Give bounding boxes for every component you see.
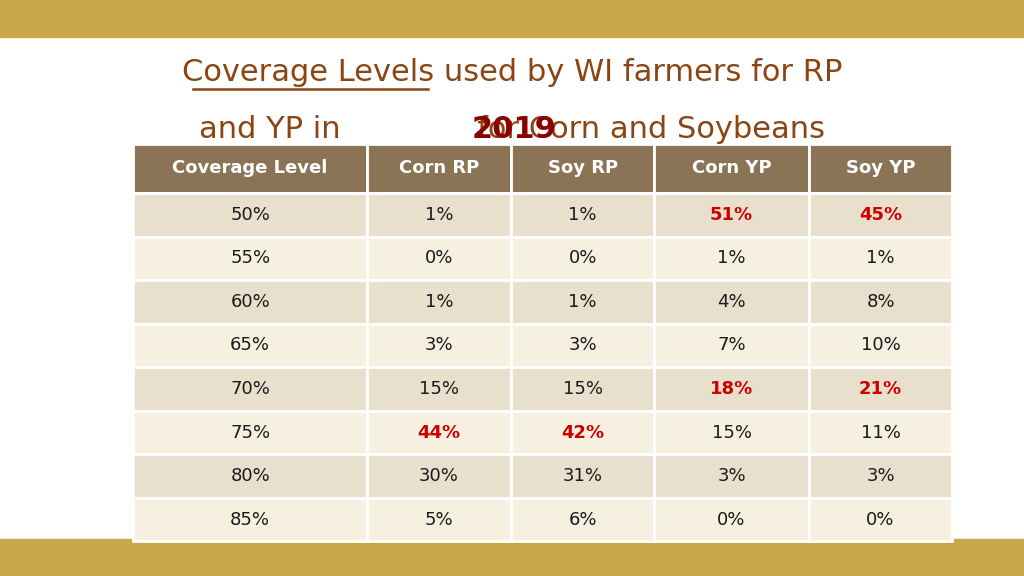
Text: 0%: 0%: [568, 249, 597, 267]
Text: 8%: 8%: [866, 293, 895, 311]
Text: 1%: 1%: [568, 206, 597, 223]
Text: 3%: 3%: [717, 467, 745, 485]
Text: 0%: 0%: [425, 249, 454, 267]
Text: 0%: 0%: [866, 511, 895, 529]
Text: 1%: 1%: [866, 249, 895, 267]
Text: 4%: 4%: [717, 293, 745, 311]
Text: Corn RP: Corn RP: [399, 160, 479, 177]
Text: 45%: 45%: [859, 206, 902, 223]
Text: 80%: 80%: [230, 467, 270, 485]
Text: 10%: 10%: [860, 336, 900, 354]
Text: 15%: 15%: [712, 423, 752, 442]
Text: 1%: 1%: [717, 249, 745, 267]
Text: 85%: 85%: [230, 511, 270, 529]
Text: Coverage Level: Coverage Level: [172, 160, 328, 177]
Text: Coverage Levels used by WI farmers for RP: Coverage Levels used by WI farmers for R…: [182, 58, 842, 86]
Text: Soy YP: Soy YP: [846, 160, 915, 177]
Text: 51%: 51%: [710, 206, 753, 223]
Text: 75%: 75%: [230, 423, 270, 442]
Text: 60%: 60%: [230, 293, 270, 311]
Text: 31%: 31%: [562, 467, 602, 485]
Text: 15%: 15%: [419, 380, 459, 398]
Text: 30%: 30%: [419, 467, 459, 485]
Text: 5%: 5%: [425, 511, 454, 529]
Text: 44%: 44%: [418, 423, 461, 442]
Text: 1%: 1%: [425, 293, 454, 311]
Text: Soy RP: Soy RP: [548, 160, 617, 177]
Text: 3%: 3%: [425, 336, 454, 354]
Text: 1%: 1%: [425, 206, 454, 223]
Text: 50%: 50%: [230, 206, 270, 223]
Text: 42%: 42%: [561, 423, 604, 442]
Text: 6%: 6%: [568, 511, 597, 529]
Text: Corn YP: Corn YP: [692, 160, 771, 177]
Text: 1%: 1%: [568, 293, 597, 311]
Text: 7%: 7%: [717, 336, 745, 354]
Text: 3%: 3%: [866, 467, 895, 485]
Text: 15%: 15%: [562, 380, 602, 398]
Text: 65%: 65%: [230, 336, 270, 354]
Text: 11%: 11%: [860, 423, 900, 442]
Text: 18%: 18%: [710, 380, 754, 398]
Text: 0%: 0%: [718, 511, 745, 529]
Text: 70%: 70%: [230, 380, 270, 398]
Text: 21%: 21%: [859, 380, 902, 398]
Text: and YP in              for Corn and Soybeans: and YP in for Corn and Soybeans: [199, 115, 825, 144]
Text: 3%: 3%: [568, 336, 597, 354]
Text: 2019: 2019: [471, 115, 557, 144]
Text: 55%: 55%: [230, 249, 270, 267]
